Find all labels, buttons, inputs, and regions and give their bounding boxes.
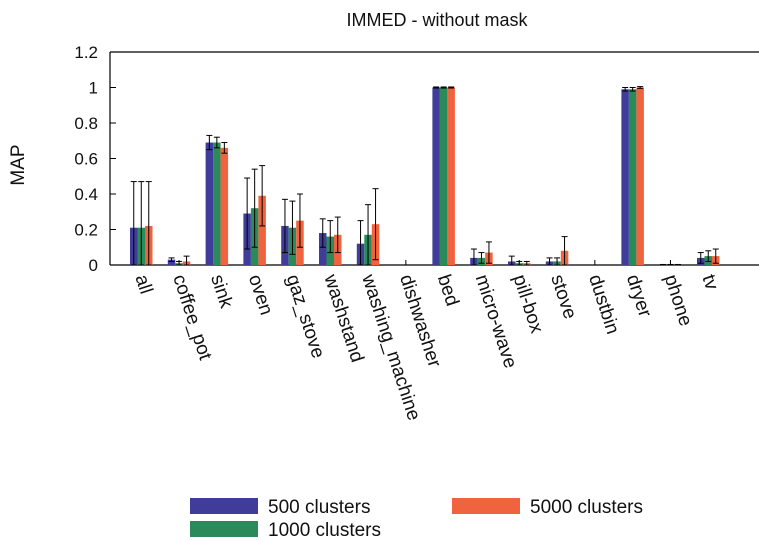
y-axis-label: MAP <box>8 144 29 185</box>
bar <box>213 142 221 265</box>
y-tick-label: 0 <box>89 256 98 275</box>
x-tick-label: bed <box>433 272 463 309</box>
x-tick-label: sink <box>206 272 237 311</box>
y-tick-label: 0.4 <box>74 185 98 204</box>
x-tick-label: dustbin <box>584 272 623 337</box>
x-tick-label: stove <box>546 272 580 322</box>
bar <box>621 89 629 266</box>
legend-label: 500 clusters <box>268 497 370 518</box>
bar <box>628 89 637 266</box>
x-tick-label: tv <box>697 272 722 293</box>
bar <box>220 147 229 265</box>
bar <box>636 87 644 265</box>
legend-label: 5000 clusters <box>530 497 643 518</box>
legend-swatch <box>190 498 258 514</box>
bar <box>167 259 176 265</box>
x-tick-label: pill-box <box>508 272 547 336</box>
y-tick-label: 0.2 <box>74 221 98 240</box>
x-tick-label: all <box>130 272 156 297</box>
bar <box>319 233 327 265</box>
x-tick-label: phone <box>660 272 696 329</box>
y-tick-label: 1.2 <box>74 43 98 62</box>
chart-title: IMMED - without mask <box>346 10 528 30</box>
x-tick-label: dryer <box>622 272 656 320</box>
legend-swatch <box>452 498 520 514</box>
y-tick-label: 0.8 <box>74 114 98 133</box>
legend-label: 1000 clusters <box>268 520 381 541</box>
bar <box>205 142 214 265</box>
legend-swatch <box>190 521 258 537</box>
x-tick-label: oven <box>244 272 277 318</box>
bar <box>258 195 266 265</box>
bar <box>439 87 448 265</box>
x-tick-label: gaz_stove <box>282 272 329 361</box>
y-tick-label: 1 <box>89 79 98 98</box>
bar <box>447 87 455 265</box>
y-tick-label: 0.6 <box>74 150 98 169</box>
bar <box>432 87 440 265</box>
